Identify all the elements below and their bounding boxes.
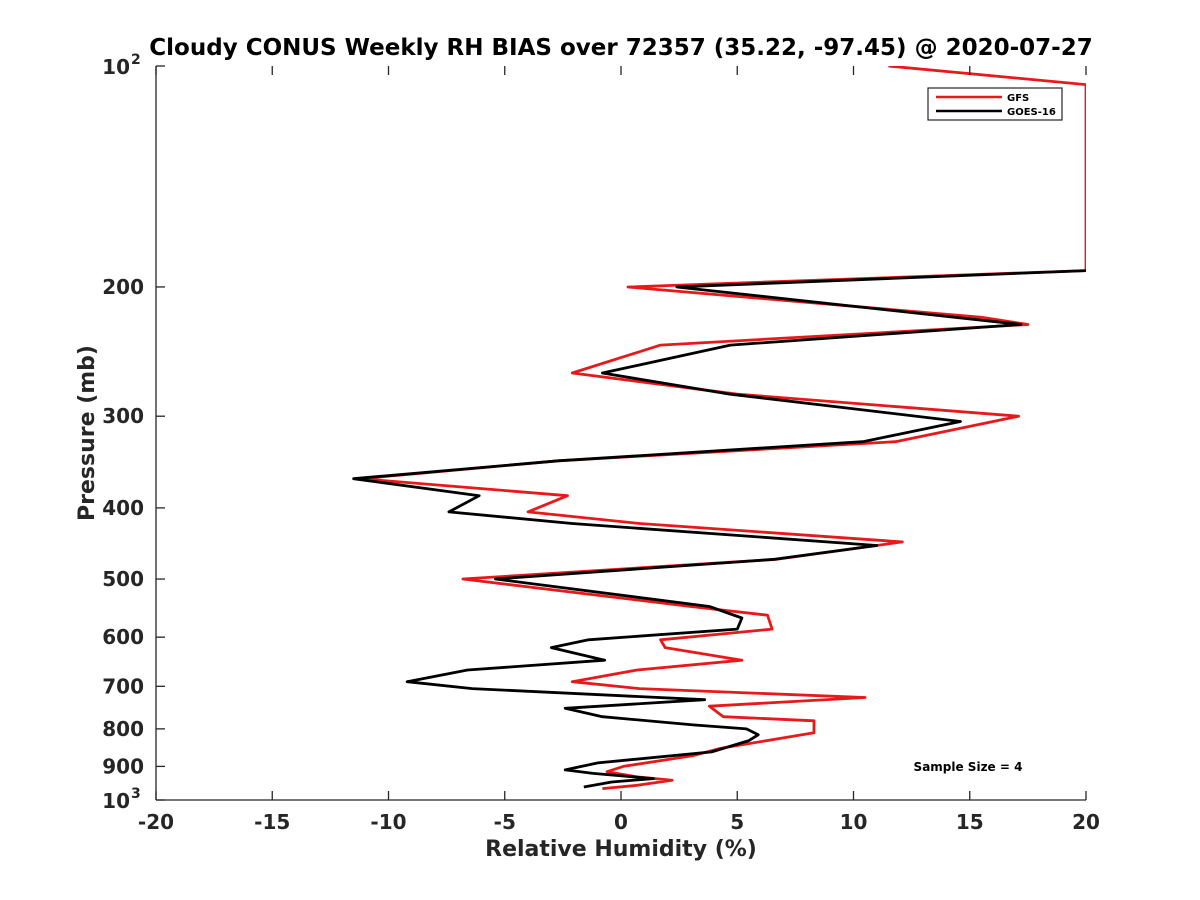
x-tick-label: -20 [138, 810, 174, 834]
legend-box [927, 87, 1063, 121]
y-tick-exponent: 3 [131, 786, 141, 802]
y-tick-label: 200 [102, 275, 144, 299]
y-tick-label: 10 [102, 55, 130, 79]
x-tick-label: -5 [494, 810, 516, 834]
legend-label-goes16: GOES-16 [1007, 107, 1056, 118]
chart-title: Cloudy CONUS Weekly RH BIAS over 72357 (… [149, 35, 1092, 61]
y-tick-label: 700 [102, 674, 144, 698]
x-tick-label: -10 [370, 810, 406, 834]
y-tick-exponent: 2 [131, 52, 141, 68]
y-tick-label: 300 [102, 404, 144, 428]
x-tick-label: 15 [956, 810, 984, 834]
y-tick-label: 500 [102, 567, 144, 591]
legend: GFS GOES-16 [927, 87, 1063, 121]
series-line-gfs [359, 66, 1086, 790]
x-tick-label: 0 [614, 810, 628, 834]
x-axis-label: Relative Humidity (%) [485, 837, 757, 862]
axes [155, 66, 1086, 801]
legend-label-gfs: GFS [1007, 93, 1029, 104]
x-tick-label: -15 [254, 810, 290, 834]
series-layer [352, 66, 1086, 790]
y-tick-label: 10 [102, 789, 130, 813]
series-line-goes16 [352, 269, 1086, 789]
x-ticks: -20 -15 -10 -5 0 5 10 15 20 [138, 66, 1100, 834]
y-tick-label: 400 [102, 496, 144, 520]
sample-size-annotation: Sample Size = 4 [914, 760, 1023, 774]
y-tick-label: 900 [102, 754, 144, 778]
y-tick-label: 800 [102, 717, 144, 741]
y-axis-label: Pressure (mb) [75, 345, 100, 521]
x-tick-label: 20 [1072, 810, 1100, 834]
x-tick-label: 5 [730, 810, 744, 834]
y-tick-label: 600 [102, 625, 144, 649]
x-tick-label: 10 [840, 810, 868, 834]
